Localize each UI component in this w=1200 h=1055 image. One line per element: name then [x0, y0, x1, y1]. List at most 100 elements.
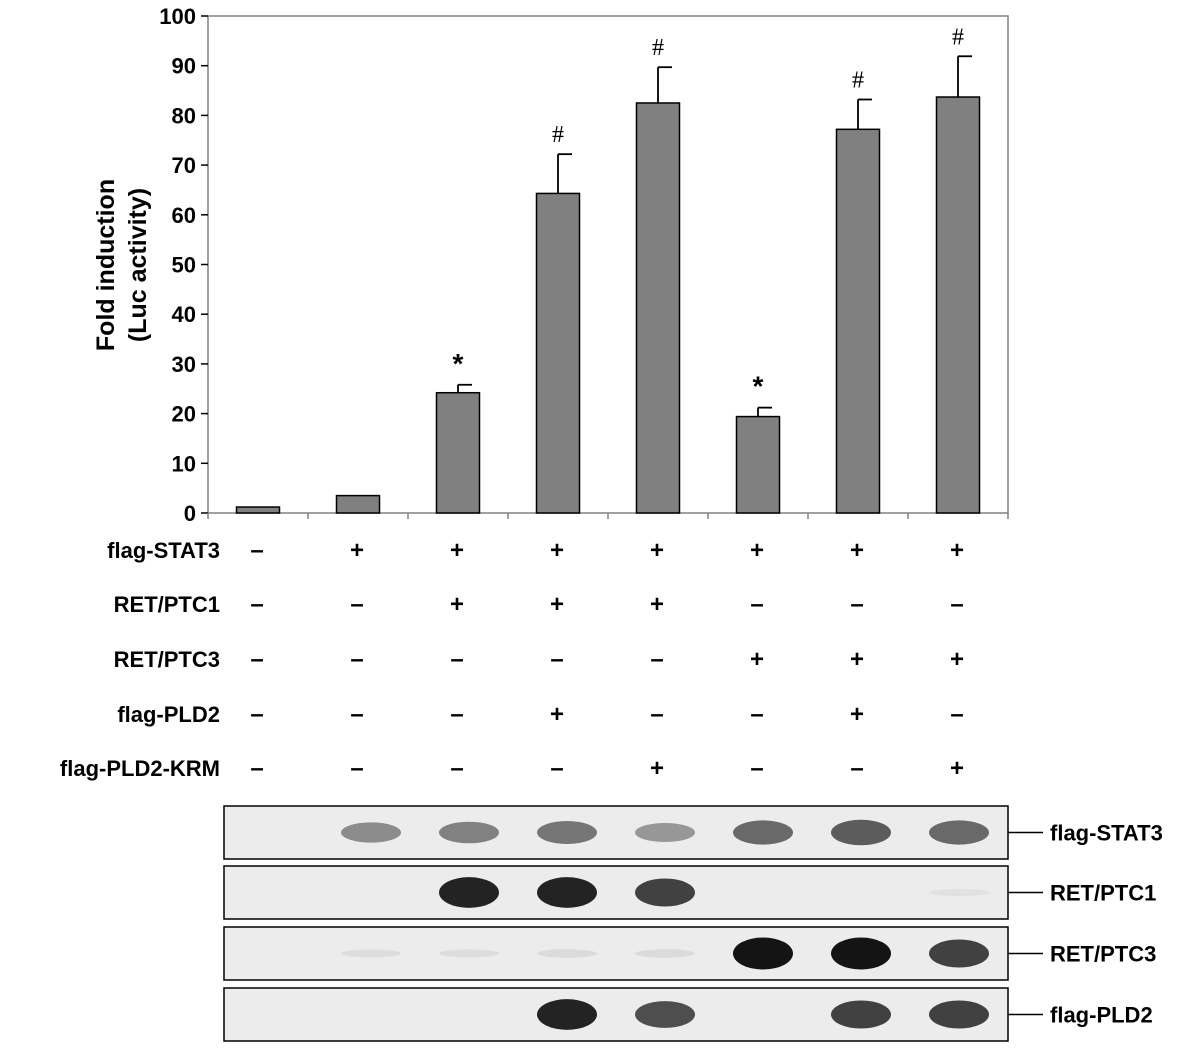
significance-marks: * # # * # #: [453, 24, 964, 401]
significance-mark: #: [652, 35, 664, 61]
condition-sign: +: [950, 755, 964, 782]
condition-sign: +: [350, 537, 364, 564]
blot-band: [439, 821, 499, 844]
condition-sign: +: [650, 755, 664, 782]
significance-mark: *: [753, 371, 764, 402]
condition-sign: +: [450, 591, 464, 618]
significance-mark: *: [453, 348, 464, 379]
blot-band: [929, 820, 989, 845]
condition-sign: –: [350, 701, 363, 728]
western-blot-panel: flag-STAT3 RET/PTC1 RET/PTC3 flag-PLD2: [223, 805, 1163, 1042]
blot-band: [831, 1000, 891, 1029]
condition-sign: +: [650, 537, 664, 564]
blot-band: [635, 823, 695, 842]
blot-band: [635, 1001, 695, 1028]
blot-panel: RET/PTC1: [223, 865, 1156, 920]
blot-panel: RET/PTC3: [223, 926, 1156, 981]
blot-band: [733, 820, 793, 845]
condition-sign: +: [550, 537, 564, 564]
condition-sign: –: [250, 646, 263, 673]
y-tick-label: 0: [184, 501, 196, 526]
blot-band: [635, 878, 695, 907]
condition-sign: –: [250, 537, 263, 564]
blot-band: [341, 822, 401, 843]
blot-band: [537, 999, 597, 1030]
y-tick-label: 90: [172, 54, 196, 79]
bar: [935, 96, 981, 514]
y-tick-label: 100: [159, 4, 196, 29]
condition-sign: –: [650, 646, 663, 673]
y-tick-label: 60: [172, 203, 196, 228]
condition-sign: –: [850, 591, 863, 618]
blot-band: [733, 937, 793, 970]
condition-sign: –: [350, 755, 363, 782]
condition-sign: +: [850, 646, 864, 673]
blot-band: [831, 937, 891, 970]
condition-sign: +: [950, 646, 964, 673]
condition-label: flag-STAT3: [107, 538, 220, 563]
condition-label: flag-PLD2: [117, 702, 220, 727]
y-tick-label: 30: [172, 352, 196, 377]
condition-sign: –: [950, 701, 963, 728]
significance-mark: #: [852, 67, 864, 93]
blot-band: [929, 888, 989, 897]
blot-band: [635, 949, 695, 958]
condition-sign: –: [450, 646, 463, 673]
bar: [835, 128, 881, 514]
error-bar-group: [457, 55, 972, 417]
bar: [735, 415, 781, 514]
blot-band: [537, 877, 597, 908]
blot-label: RET/PTC1: [1050, 881, 1156, 906]
condition-sign: –: [750, 755, 763, 782]
condition-sign: –: [850, 755, 863, 782]
condition-sign: –: [250, 591, 263, 618]
bar: [235, 506, 281, 514]
bar-chart: * # # * # # 0 10 20 30 40 50 60 70 80 90 100 Fold induc…: [92, 4, 1009, 526]
blot-band: [537, 949, 597, 958]
blot-band: [929, 939, 989, 968]
blot-band: [831, 819, 891, 846]
condition-sign: +: [650, 591, 664, 618]
y-axis-label-secondary: (Luc activity): [124, 188, 152, 342]
condition-sign: –: [650, 701, 663, 728]
condition-sign: –: [950, 591, 963, 618]
blot-band: [537, 821, 597, 844]
condition-table: flag-STAT3 – + + + + + + + RET/PTC1 – – + + + – – – RET/PT…: [60, 537, 964, 782]
condition-sign: +: [750, 537, 764, 564]
condition-sign: –: [450, 755, 463, 782]
y-tick-label: 50: [172, 253, 196, 278]
blot-background: [223, 865, 1009, 920]
y-tick-label: 80: [172, 103, 196, 128]
condition-sign: –: [250, 755, 263, 782]
condition-label: RET/PTC3: [114, 647, 220, 672]
condition-sign: –: [250, 701, 263, 728]
blot-panel: flag-STAT3: [223, 805, 1163, 860]
y-tick-label: 20: [172, 402, 196, 427]
y-tick-label: 40: [172, 302, 196, 327]
blot-label: flag-PLD2: [1050, 1003, 1153, 1028]
condition-sign: –: [750, 701, 763, 728]
bar: [435, 391, 481, 514]
significance-mark: #: [552, 122, 564, 148]
condition-sign: –: [550, 755, 563, 782]
blot-label: RET/PTC3: [1050, 942, 1156, 967]
y-tick-label: 10: [172, 451, 196, 476]
blot-panel: flag-PLD2: [223, 987, 1153, 1042]
y-axis-title: Fold induction (Luc activity): [92, 179, 152, 351]
y-tick-label: 70: [172, 153, 196, 178]
significance-mark: #: [952, 24, 964, 50]
condition-sign: –: [350, 646, 363, 673]
bar: [535, 192, 581, 514]
blot-band: [439, 949, 499, 958]
condition-sign: +: [550, 591, 564, 618]
bar-group: [235, 96, 981, 514]
condition-sign: +: [450, 537, 464, 564]
bar: [635, 102, 681, 514]
condition-label: RET/PTC1: [114, 592, 220, 617]
condition-sign: –: [550, 646, 563, 673]
blot-band: [341, 949, 401, 958]
bar: [335, 494, 381, 514]
condition-sign: +: [550, 701, 564, 728]
condition-sign: +: [750, 646, 764, 673]
condition-sign: +: [850, 701, 864, 728]
